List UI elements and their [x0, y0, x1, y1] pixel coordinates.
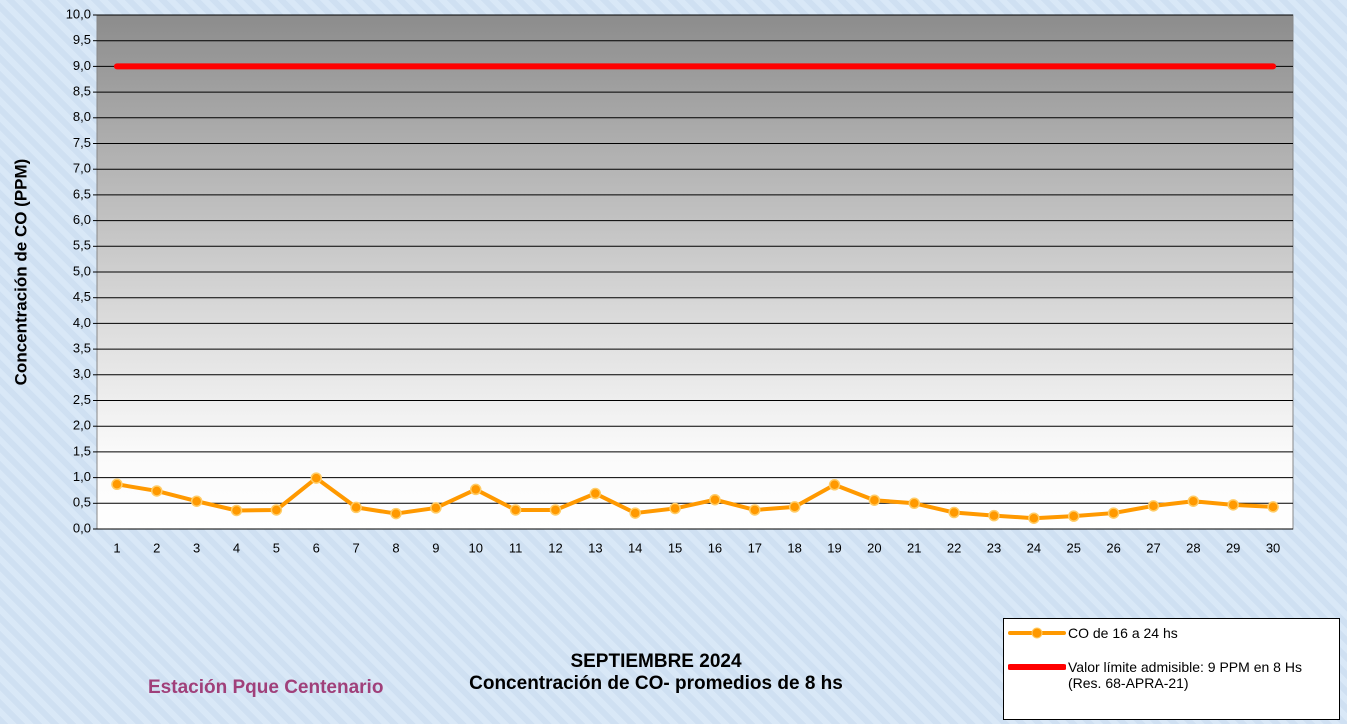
page: Concentración de CO (PPM) SEPTIEMBRE 202…: [0, 0, 1347, 724]
x-tick-label: 22: [947, 540, 961, 555]
x-tick-label: 23: [987, 540, 1001, 555]
y-tick-label: 1,5: [73, 443, 91, 458]
x-tick-label: 17: [748, 540, 762, 555]
x-tick-label: 5: [273, 540, 280, 555]
data-point: [1268, 502, 1278, 512]
x-tick-label: 20: [867, 540, 881, 555]
x-tick-label: 25: [1066, 540, 1080, 555]
legend-label: Valor límite admisible: 9 PPM en 8 Hs (R…: [1068, 659, 1335, 691]
y-axis-label: Concentración de CO (PPM): [11, 159, 30, 386]
x-tick-label: 3: [193, 540, 200, 555]
y-tick-label: 2,5: [73, 392, 91, 407]
data-point: [112, 479, 122, 489]
y-tick-label: 7,0: [73, 161, 91, 176]
legend-swatch: [1008, 625, 1066, 641]
y-tick-label: 5,0: [73, 263, 91, 278]
legend-entry: CO de 16 a 24 hs: [1008, 625, 1335, 641]
y-tick-label: 1,0: [73, 469, 91, 484]
data-point: [1188, 496, 1198, 506]
x-tick-label: 27: [1146, 540, 1160, 555]
data-point: [909, 498, 919, 508]
data-point: [710, 495, 720, 505]
y-tick-label: 6,0: [73, 212, 91, 227]
data-point: [630, 508, 640, 518]
x-tick-label: 14: [628, 540, 642, 555]
chart-title: SEPTIEMBRE 2024: [570, 651, 741, 672]
y-tick-label: 6,5: [73, 186, 91, 201]
data-point: [351, 502, 361, 512]
x-tick-label: 16: [708, 540, 722, 555]
y-tick-label: 0,5: [73, 495, 91, 510]
x-tick-label: 30: [1266, 540, 1280, 555]
data-point: [750, 505, 760, 515]
data-point: [949, 508, 959, 518]
chart-subtitle: Concentración de CO- promedios de 8 hs: [469, 673, 843, 694]
y-tick-label: 0,0: [73, 520, 91, 535]
legend-entry: Valor límite admisible: 9 PPM en 8 Hs (R…: [1008, 659, 1335, 691]
y-tick-label: 10,0: [66, 6, 91, 21]
data-point: [550, 505, 560, 515]
x-tick-label: 21: [907, 540, 921, 555]
x-tick-label: 11: [509, 540, 523, 555]
x-tick-label: 2: [153, 540, 160, 555]
y-tick-label: 9,0: [73, 58, 91, 73]
x-tick-label: 26: [1106, 540, 1120, 555]
data-point: [391, 509, 401, 519]
data-point: [271, 505, 281, 515]
x-tick-label: 28: [1186, 540, 1200, 555]
data-point: [152, 486, 162, 496]
station-label: Estación Pque Centenario: [148, 677, 383, 698]
data-point: [431, 503, 441, 513]
x-tick-label: 18: [787, 540, 801, 555]
data-point: [989, 511, 999, 521]
y-tick-label: 2,0: [73, 418, 91, 433]
data-point: [511, 505, 521, 515]
x-tick-label: 7: [353, 540, 360, 555]
x-tick-label: 6: [313, 540, 320, 555]
x-tick-label: 19: [827, 540, 841, 555]
data-point: [1148, 501, 1158, 511]
x-tick-label: 12: [548, 540, 562, 555]
data-point: [192, 496, 202, 506]
x-tick-label: 10: [468, 540, 482, 555]
y-tick-label: 9,5: [73, 32, 91, 47]
y-tick-label: 8,5: [73, 84, 91, 99]
data-point: [670, 503, 680, 513]
y-tick-label: 8,0: [73, 109, 91, 124]
y-tick-label: 5,5: [73, 238, 91, 253]
legend-label: CO de 16 a 24 hs: [1068, 625, 1178, 641]
x-tick-label: 15: [668, 540, 682, 555]
data-point: [1228, 500, 1238, 510]
x-tick-label: 29: [1226, 540, 1240, 555]
legend-marker: [1032, 628, 1042, 638]
data-point: [311, 473, 321, 483]
x-tick-label: 4: [233, 540, 240, 555]
data-point: [830, 480, 840, 490]
y-tick-label: 7,5: [73, 135, 91, 150]
y-tick-label: 4,0: [73, 315, 91, 330]
y-tick-label: 4,5: [73, 289, 91, 304]
x-tick-label: 24: [1027, 540, 1041, 555]
data-point: [590, 489, 600, 499]
legend: CO de 16 a 24 hs Valor límite admisible: …: [1003, 618, 1340, 720]
data-point: [1109, 508, 1119, 518]
data-point: [1029, 513, 1039, 523]
chart: Concentración de CO (PPM) SEPTIEMBRE 202…: [0, 0, 1347, 724]
data-point: [869, 495, 879, 505]
x-tick-label: 13: [588, 540, 602, 555]
data-point: [232, 505, 242, 515]
data-point: [790, 502, 800, 512]
x-tick-label: 1: [113, 540, 120, 555]
legend-swatch: [1008, 659, 1066, 675]
data-point: [1069, 511, 1079, 521]
y-tick-label: 3,5: [73, 341, 91, 356]
x-tick-label: 8: [392, 540, 399, 555]
y-tick-label: 3,0: [73, 366, 91, 381]
x-tick-label: 9: [432, 540, 439, 555]
data-point: [471, 484, 481, 494]
